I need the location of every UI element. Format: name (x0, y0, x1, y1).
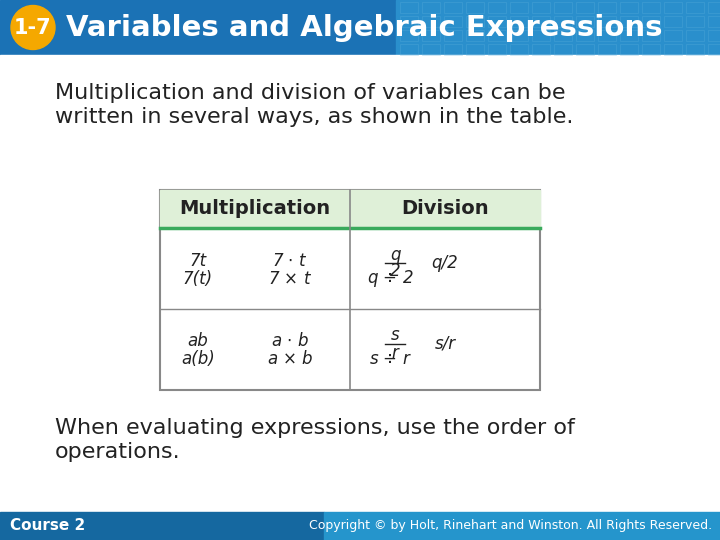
Bar (466, 2, 484, 13)
Bar (708, 16, 720, 27)
Bar (554, 2, 572, 13)
Text: 7t: 7t (189, 252, 207, 269)
Text: ab: ab (188, 333, 208, 350)
Bar (400, 44, 418, 55)
Text: q $\div$ 2: q $\div$ 2 (366, 268, 413, 289)
Text: s/r: s/r (434, 334, 456, 353)
Bar (488, 2, 506, 13)
Bar (532, 16, 550, 27)
Bar (510, 30, 528, 41)
Bar (510, 44, 528, 55)
Bar (598, 44, 616, 55)
Bar (686, 44, 704, 55)
Text: r: r (392, 343, 398, 361)
Text: Variables and Algebraic Expressions: Variables and Algebraic Expressions (66, 14, 662, 42)
Bar (642, 44, 660, 55)
Bar (0, 0, 720, 55)
Circle shape (11, 5, 55, 50)
Bar (664, 30, 682, 41)
Text: written in several ways, as shown in the table.: written in several ways, as shown in the… (55, 107, 573, 127)
Text: 7(t): 7(t) (183, 269, 213, 287)
Bar (422, 30, 440, 41)
Bar (686, 30, 704, 41)
Bar (422, 16, 440, 27)
Text: 2: 2 (390, 262, 400, 280)
Text: 7 $\cdot$ t: 7 $\cdot$ t (272, 252, 307, 269)
Bar (620, 16, 638, 27)
Bar (400, 30, 418, 41)
Bar (160, 190, 540, 390)
Bar (488, 16, 506, 27)
Text: q/2: q/2 (431, 253, 459, 272)
Text: a $\times$ b: a $\times$ b (267, 350, 313, 368)
Text: s: s (391, 327, 400, 345)
Bar (708, 2, 720, 13)
Bar (620, 30, 638, 41)
Bar (466, 16, 484, 27)
Bar (400, 16, 418, 27)
Bar (0, 512, 324, 540)
Bar (532, 2, 550, 13)
Bar (598, 2, 616, 13)
Bar (708, 44, 720, 55)
Text: a(b): a(b) (181, 350, 215, 368)
Text: 7 $\times$ t: 7 $\times$ t (268, 269, 312, 287)
Bar (708, 30, 720, 41)
Bar (664, 44, 682, 55)
Text: Multiplication: Multiplication (179, 199, 330, 219)
Bar (642, 2, 660, 13)
Bar (576, 16, 594, 27)
Bar (598, 16, 616, 27)
Bar (466, 44, 484, 55)
Bar (576, 44, 594, 55)
Bar (532, 30, 550, 41)
Bar (422, 44, 440, 55)
Bar (620, 2, 638, 13)
Text: Division: Division (401, 199, 489, 219)
Bar (510, 2, 528, 13)
Text: a $\cdot$ b: a $\cdot$ b (271, 333, 309, 350)
Bar (664, 16, 682, 27)
Bar (444, 2, 462, 13)
Bar (444, 16, 462, 27)
Bar (488, 44, 506, 55)
Text: Copyright © by Holt, Rinehart and Winston. All Rights Reserved.: Copyright © by Holt, Rinehart and Winsto… (309, 519, 712, 532)
Bar (664, 2, 682, 13)
Bar (396, 0, 720, 55)
Bar (576, 2, 594, 13)
Bar (642, 30, 660, 41)
Text: q: q (390, 246, 400, 264)
Text: When evaluating expressions, use the order of: When evaluating expressions, use the ord… (55, 418, 575, 438)
Bar (642, 16, 660, 27)
Bar (598, 30, 616, 41)
Text: Multiplication and division of variables can be: Multiplication and division of variables… (55, 83, 565, 103)
Text: 1-7: 1-7 (14, 17, 52, 37)
Bar (400, 2, 418, 13)
Bar (444, 44, 462, 55)
Bar (324, 512, 720, 540)
Bar (554, 44, 572, 55)
Bar (554, 16, 572, 27)
Bar (510, 16, 528, 27)
Bar (554, 30, 572, 41)
Bar (620, 44, 638, 55)
Bar (686, 16, 704, 27)
Text: operations.: operations. (55, 442, 181, 462)
Bar (488, 30, 506, 41)
Bar (576, 30, 594, 41)
Bar (686, 2, 704, 13)
Text: Course 2: Course 2 (10, 518, 85, 534)
Bar (160, 190, 540, 228)
Bar (466, 30, 484, 41)
Bar (444, 30, 462, 41)
Text: s $\div$ r: s $\div$ r (369, 350, 411, 368)
Bar (532, 44, 550, 55)
Bar (0, 55, 720, 512)
Bar (422, 2, 440, 13)
